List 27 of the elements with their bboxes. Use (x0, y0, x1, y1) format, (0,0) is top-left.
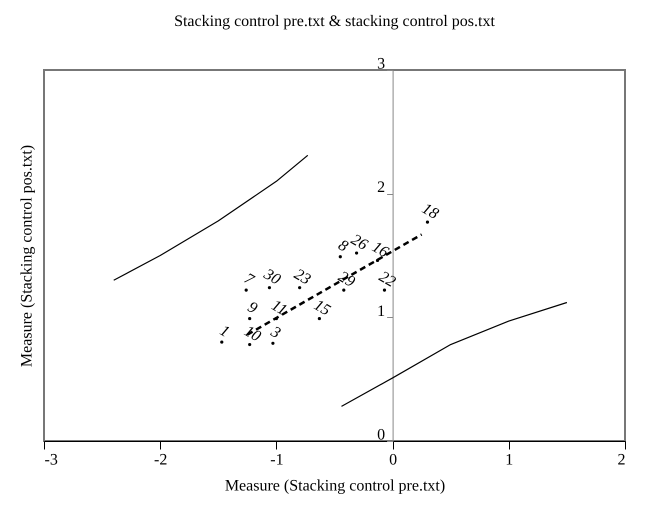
annotation: 11 (268, 296, 290, 320)
annotation: 8 (335, 236, 351, 256)
x-tick-label: -3 (44, 452, 58, 468)
annotation: 23 (291, 266, 314, 288)
x-axis-title: Measure (Stacking control pre.txt) (224, 478, 446, 494)
annotation: 7 (241, 270, 258, 290)
annotation: 26 (348, 231, 370, 254)
chart-title: Stacking control pre.txt & stacking control pos.txt (174, 13, 496, 30)
annotation: 1 (216, 322, 232, 341)
y-tick-label: 0 (377, 426, 386, 444)
x-tick-label: -2 (154, 452, 168, 468)
x-tick-label: -1 (270, 452, 284, 468)
annotation: 22 (376, 268, 398, 291)
y-tick-label: 3 (377, 56, 386, 72)
annotation: 15 (310, 296, 334, 320)
annotation: 9 (244, 298, 260, 318)
y-tick-label: 1 (377, 302, 386, 320)
annotation: 18 (418, 200, 442, 223)
x-tick-label: 0 (389, 452, 398, 468)
y-axis-title: Measure (Stacking control pos.txt) (18, 144, 36, 368)
annotation: 3 (266, 322, 284, 342)
x-tick-label: 2 (618, 452, 626, 468)
annotation: 30 (260, 265, 284, 288)
annotation: 16 (368, 238, 392, 262)
x-tick-label: 1 (505, 452, 514, 468)
annotation: 10 (241, 322, 264, 346)
y-tick-label: 2 (377, 179, 386, 196)
